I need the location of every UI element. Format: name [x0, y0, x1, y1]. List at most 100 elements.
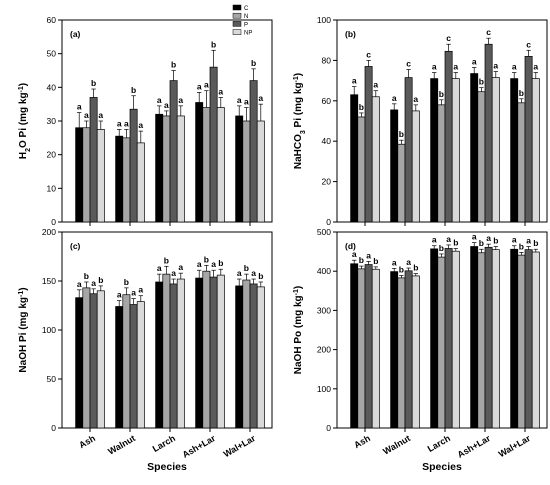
bar — [249, 80, 258, 223]
bar — [162, 115, 171, 223]
bar — [524, 56, 533, 223]
significance-label: a — [366, 250, 371, 260]
significance-label: a — [197, 259, 202, 269]
bar — [371, 96, 380, 223]
x-category-label: Wal+Lar — [497, 433, 533, 459]
bar — [531, 78, 540, 223]
bar — [357, 268, 366, 429]
bar — [364, 264, 373, 429]
significance-label: a — [138, 120, 143, 130]
y-tick-label: 300 — [317, 305, 331, 315]
bar — [411, 110, 420, 223]
bar — [235, 285, 244, 429]
significance-label: b — [359, 255, 364, 265]
bar — [89, 97, 98, 223]
legend-label: P — [244, 22, 248, 28]
bar — [122, 294, 131, 429]
bar — [491, 77, 500, 223]
y-tick-label: 40 — [322, 136, 332, 146]
significance-label: a — [131, 288, 136, 298]
legend-label: N — [244, 14, 248, 20]
bar — [437, 104, 446, 223]
significance-label: b — [413, 263, 418, 273]
bar — [357, 116, 366, 223]
y-tick-label: 0 — [51, 217, 56, 227]
significance-label: a — [124, 118, 129, 128]
significance-label: b — [258, 271, 263, 281]
bar — [216, 107, 225, 223]
x-category-label: Walnut — [106, 433, 137, 456]
significance-label: b — [124, 277, 129, 287]
significance-label: a — [77, 279, 82, 289]
significance-label: a — [77, 102, 82, 112]
significance-label: a — [413, 94, 418, 104]
y-tick-label: 0 — [51, 423, 56, 433]
significance-label: b — [204, 254, 209, 264]
bar — [155, 113, 164, 223]
significance-label: b — [211, 39, 216, 49]
bar — [477, 252, 486, 429]
bar — [202, 270, 211, 429]
significance-label: b — [479, 77, 484, 87]
significance-label: b — [519, 241, 524, 251]
significance-label: a — [84, 110, 89, 120]
bar — [216, 274, 225, 429]
significance-label: a — [432, 235, 437, 245]
bar — [397, 143, 406, 223]
significance-label: a — [117, 118, 122, 128]
significance-label: b — [218, 258, 223, 268]
significance-label: a — [526, 236, 531, 246]
bar — [371, 268, 380, 429]
significance-label: b — [98, 275, 103, 285]
bar — [350, 263, 359, 429]
significance-label: b — [399, 265, 404, 275]
bar — [96, 129, 105, 223]
panel-label: (a) — [70, 29, 81, 39]
significance-label: a — [204, 80, 209, 90]
panel-label: (b) — [345, 29, 356, 39]
bar — [404, 270, 413, 429]
bar — [510, 248, 519, 429]
legend-swatch — [232, 4, 242, 11]
significance-label: b — [373, 256, 378, 266]
bar — [136, 142, 145, 223]
bar — [75, 297, 84, 429]
x-category-label: Ash+Lar — [181, 433, 218, 460]
significance-label: a — [178, 95, 183, 105]
bar — [350, 94, 359, 223]
bar — [524, 249, 533, 429]
x-category-label: Walnut — [381, 433, 412, 456]
significance-label: b — [244, 263, 249, 273]
bar — [195, 277, 204, 429]
bar — [404, 77, 413, 223]
bar — [390, 271, 399, 429]
significance-label: c — [486, 27, 491, 37]
bar — [256, 120, 265, 223]
bar — [451, 250, 460, 429]
panel-label: (d) — [345, 241, 356, 251]
bar — [491, 249, 500, 429]
significance-label: b — [131, 85, 136, 95]
y-tick-label: 80 — [322, 55, 332, 65]
bar — [115, 135, 124, 223]
significance-label: c — [406, 58, 411, 68]
significance-label: a — [453, 62, 458, 72]
significance-label: a — [486, 233, 491, 243]
significance-label: b — [493, 236, 498, 246]
bar — [129, 304, 138, 429]
significance-label: a — [237, 268, 242, 278]
bar — [82, 287, 91, 429]
significance-label: a — [244, 97, 249, 107]
bar — [531, 251, 540, 429]
significance-label: b — [533, 238, 538, 248]
x-category-label: Ash — [352, 433, 372, 450]
bar — [477, 91, 486, 223]
significance-label: a — [251, 268, 256, 278]
bar — [242, 120, 251, 223]
y-tick-label: 0 — [326, 217, 331, 227]
bar — [390, 109, 399, 223]
bar — [517, 254, 526, 429]
significance-label: a — [512, 235, 517, 245]
